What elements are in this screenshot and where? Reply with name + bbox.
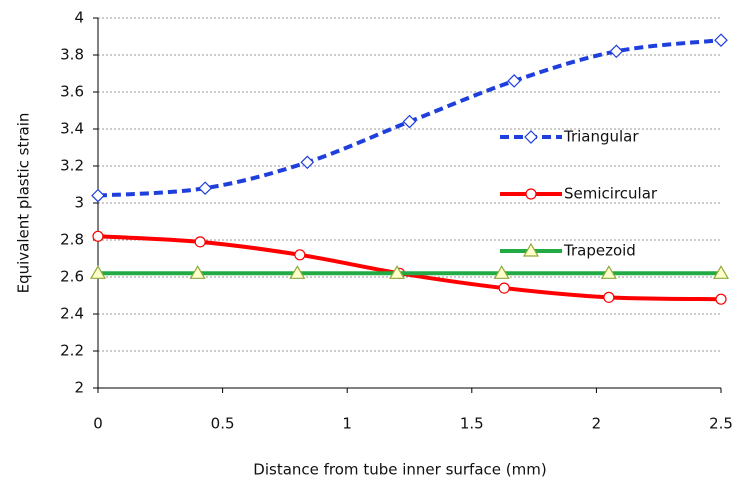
marker bbox=[493, 265, 510, 279]
marker bbox=[714, 33, 728, 48]
marker bbox=[294, 249, 306, 261]
marker bbox=[91, 188, 105, 203]
x-tick-label: 0 bbox=[93, 415, 103, 433]
y-tick-label: 3.6 bbox=[60, 83, 84, 101]
marker bbox=[603, 291, 615, 303]
y-tick-label: 3.8 bbox=[60, 46, 84, 64]
y-tick-label: 2.2 bbox=[60, 342, 84, 360]
marker bbox=[92, 230, 104, 242]
marker bbox=[609, 44, 624, 59]
x-tick-label: 2.5 bbox=[709, 415, 733, 433]
marker bbox=[89, 265, 107, 279]
marker bbox=[194, 236, 206, 248]
marker bbox=[388, 265, 406, 279]
marker bbox=[600, 265, 617, 279]
x-tick-label: 1.5 bbox=[460, 415, 484, 433]
y-tick-label: 3 bbox=[74, 194, 84, 212]
y-tick-label: 4 bbox=[74, 9, 84, 27]
legend-marker bbox=[524, 130, 538, 144]
marker bbox=[715, 293, 727, 305]
x-axis-label: Distance from tube inner surface (mm) bbox=[253, 461, 546, 479]
legend-marker bbox=[525, 188, 537, 200]
x-tick-label: 1 bbox=[342, 415, 352, 433]
marker bbox=[507, 74, 522, 88]
marker bbox=[498, 282, 510, 294]
y-tick-label: 3.4 bbox=[60, 120, 84, 138]
legend-label: Semicircular bbox=[564, 185, 658, 203]
legend-label: Triangular bbox=[563, 128, 639, 146]
legend-label: Trapezoid bbox=[563, 242, 636, 260]
legend-marker bbox=[522, 242, 540, 257]
marker bbox=[189, 265, 206, 279]
y-tick-label: 2.6 bbox=[60, 268, 84, 286]
y-axis-label: Equivalent plastic strain bbox=[15, 113, 33, 294]
marker bbox=[712, 265, 730, 279]
y-tick-label: 2.8 bbox=[60, 231, 84, 249]
marker bbox=[289, 265, 306, 279]
x-tick-label: 0.5 bbox=[211, 415, 235, 433]
y-tick-label: 2.4 bbox=[60, 305, 84, 323]
marker bbox=[300, 155, 315, 170]
marker bbox=[402, 114, 417, 129]
marker bbox=[198, 181, 213, 196]
y-tick-label: 2 bbox=[74, 379, 84, 397]
x-tick-label: 2 bbox=[592, 415, 602, 433]
y-tick-label: 3.2 bbox=[60, 157, 84, 175]
